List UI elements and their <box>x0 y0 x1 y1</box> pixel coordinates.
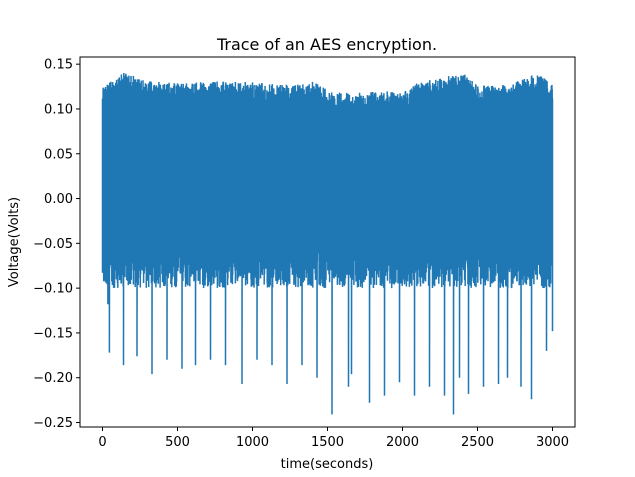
y-tick-label: −0.15 <box>33 326 73 341</box>
chart-title: Trace of an AES encryption. <box>216 35 437 54</box>
y-tick-label: 0.05 <box>44 147 73 162</box>
y-tick-label: −0.20 <box>33 371 73 386</box>
y-tick-label: 0.10 <box>44 102 73 117</box>
x-axis: 0 500 1000 1500 2000 2500 3000 <box>98 427 569 450</box>
x-axis-label: time(seconds) <box>281 457 374 472</box>
y-tick-label: 0.00 <box>44 192 73 207</box>
x-tick-label: 3000 <box>536 435 569 450</box>
x-tick-label: 2500 <box>461 435 494 450</box>
y-tick-label: −0.10 <box>33 282 73 297</box>
y-axis: 0.15 0.10 0.05 0.00 −0.05 −0.10 −0.15 −0.20 −0.2… <box>33 58 80 431</box>
y-tick-label: −0.25 <box>33 416 73 431</box>
y-axis-label: Voltage(Volts) <box>7 197 22 287</box>
x-tick-label: 0 <box>98 435 106 450</box>
series-line <box>101 73 554 415</box>
x-tick-label: 1500 <box>311 435 344 450</box>
y-tick-label: 0.15 <box>44 58 73 73</box>
x-tick-label: 1000 <box>236 435 269 450</box>
x-tick-label: 500 <box>165 435 190 450</box>
y-tick-label: −0.05 <box>33 237 73 252</box>
x-tick-label: 2000 <box>386 435 419 450</box>
plot-area <box>101 73 554 415</box>
